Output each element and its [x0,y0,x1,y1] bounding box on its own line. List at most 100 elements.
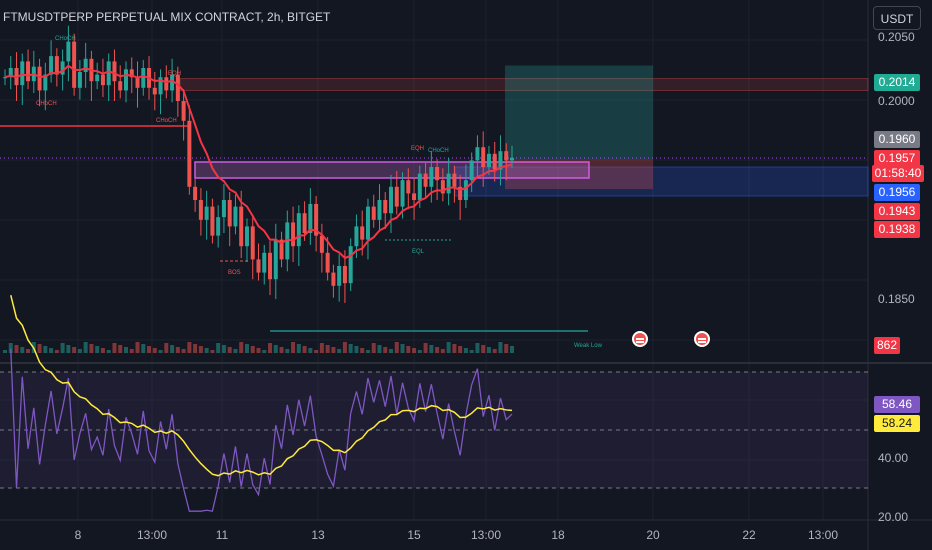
candle [296,213,301,247]
volume-bar [216,343,221,353]
volume-bar [412,348,417,353]
candle [60,61,65,75]
eqh-label: EQH [168,71,182,77]
candle [504,151,509,161]
candle [210,206,215,236]
choch-label: CHoCH [428,148,449,154]
volume-label: 862 [874,337,900,354]
volume-bar [406,346,411,353]
volume-bar [383,347,388,353]
candle [72,41,77,88]
volume-bar [244,344,249,353]
candle [216,217,221,236]
candle [463,180,468,200]
candle [458,186,463,200]
candle [135,77,140,88]
volume-bar [20,347,25,353]
entry-price-label: 0.1956 [874,184,920,201]
volume-bar [285,349,290,353]
candle [268,252,273,280]
candle [481,147,486,167]
volume-bar [118,345,123,353]
stop-price-label: 0.1943 [874,203,920,220]
rsi-ma-line [10,295,513,477]
volume-bar [400,344,405,353]
stop-price-label-2: 0.1938 [874,221,920,238]
rsi-ma-value-label: 58.24 [874,415,920,432]
volume-bar [193,344,198,353]
choch-label: CHoCH [156,118,177,124]
candle [95,74,100,82]
candle [175,74,180,101]
volume-bar [377,345,382,353]
candle [54,56,59,75]
volume-bar [100,348,105,353]
candle [377,200,382,220]
candle [170,74,175,91]
us-flag-icon[interactable] [632,331,648,347]
time-tick: 11 [215,528,229,542]
volume-bar [158,350,163,353]
candle [302,213,307,233]
volume-bar [175,347,180,353]
volume-bar [187,342,192,353]
volume-bar [319,343,324,353]
volume-bar [204,348,209,353]
candle [152,87,157,95]
volume-bar [210,350,215,353]
time-tick: 15 [407,528,421,542]
candle [227,200,232,227]
volume-bar [239,342,244,353]
time-tick: 13 [311,528,325,542]
eqh-label: EQH [411,146,425,152]
volume-bar [3,350,7,353]
volume-bar [314,350,319,353]
volume-bar [262,350,267,353]
volume-bar [89,344,94,353]
time-tick: 13:00 [136,528,168,542]
volume-bar [233,349,238,353]
target-price-label: 0.2014 [874,74,920,91]
volume-bar [337,349,342,353]
candle [429,167,434,187]
volume-bar [342,342,347,353]
order-block [194,161,590,179]
candle [8,68,13,78]
volume-bar [227,347,232,353]
volume-bar [446,342,451,353]
candle [486,153,491,167]
volume-bar [463,348,468,353]
candle [492,153,497,170]
candle [452,173,457,187]
currency-button[interactable]: USDT [873,6,921,30]
volume-bar [458,346,463,353]
candle [262,252,267,273]
candle [371,206,376,220]
volume-bar [469,350,474,353]
volume-bar [429,345,434,353]
supply-zone [179,78,869,92]
rsi-line [10,348,513,512]
ema-line [4,64,513,260]
stop-zone [505,159,653,190]
volume-bar [308,348,313,353]
volume-bar [423,343,428,353]
candle [389,186,394,214]
candle [106,61,111,86]
volume-bar [152,348,157,353]
symbol-title: FTMUSDTPERP PERPETUAL MIX CONTRACT, 2h, … [3,10,331,24]
candle [233,206,238,227]
volume-bar [135,342,140,353]
volume-bar [198,346,203,353]
volume-bar [170,345,175,353]
candle [244,226,249,247]
us-flag-icon[interactable] [694,331,710,347]
volume-bar [14,345,19,353]
volume-bar [389,349,394,353]
candle [314,203,319,236]
candle [319,235,324,253]
candle [193,186,198,200]
volume-bar [129,349,134,353]
candle [354,226,359,247]
